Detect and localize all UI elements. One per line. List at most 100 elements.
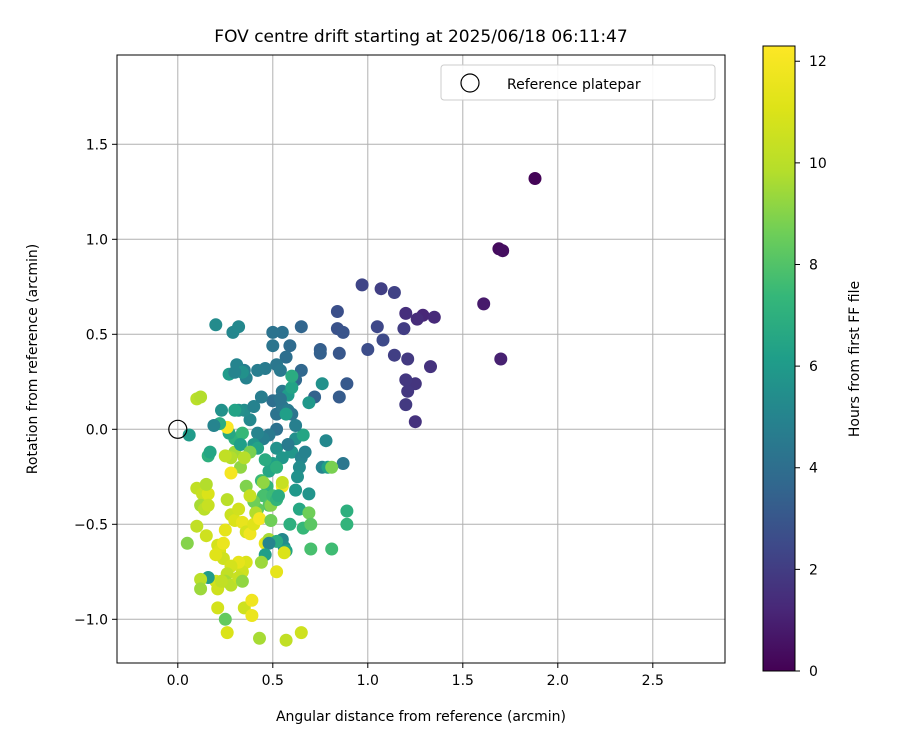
x-tick-label: 2.5 [642, 673, 664, 689]
colorbar-ticks: 0 2 4 6 8 10 12 [795, 54, 827, 680]
scatter-point [279, 350, 293, 364]
scatter-point [262, 536, 276, 550]
scatter-point [232, 502, 246, 516]
colorbar-frame [762, 45, 796, 672]
scatter-point [273, 363, 287, 377]
scatter-point [361, 343, 375, 356]
scatter-point [376, 333, 390, 347]
legend-box [440, 64, 716, 101]
y-tick-label: 1.5 [86, 137, 108, 153]
scatter-point [254, 390, 268, 404]
scatter-point [298, 445, 312, 459]
axes-frame [116, 54, 726, 664]
scatter-point [220, 493, 234, 507]
scatter-point [243, 489, 257, 503]
scatter-point [256, 489, 270, 503]
scatter-point [264, 514, 278, 527]
colorbar-gradient [763, 46, 795, 671]
colorbar-tick-label: 0 [809, 664, 818, 680]
scatter-point [216, 536, 230, 550]
scatter-point [270, 441, 284, 455]
scatter-point [253, 512, 266, 526]
scatter-point [340, 377, 354, 391]
scatter-point [304, 542, 318, 556]
scatter-point [209, 318, 223, 332]
scatter-point [180, 536, 194, 550]
scatter-point [207, 419, 221, 432]
scatter-point [247, 400, 261, 413]
scatter-point [277, 546, 291, 560]
y-tick-label: 1.0 [86, 232, 108, 248]
scatter-point [218, 612, 232, 626]
scatter-point [340, 504, 354, 518]
scatter-point [194, 582, 208, 596]
scatter-point [296, 428, 310, 442]
scatter-point [254, 555, 268, 569]
scatter-point [374, 282, 388, 296]
scatter-point [340, 517, 354, 531]
colorbar-tick-label: 6 [809, 359, 818, 375]
plot-area: 0.0 0.5 1.0 1.5 2.0 2.5 −1.0 −0.5 0.0 0.5 1.0 1.5 [74, 54, 726, 689]
scatter-point [424, 360, 437, 374]
scatter-point [237, 451, 251, 465]
scatter-point [294, 363, 308, 377]
scatter-point [273, 392, 287, 406]
scatter-point [199, 477, 213, 491]
scatter-point [279, 407, 293, 421]
scatter-point [494, 352, 508, 366]
scatter-point [289, 483, 303, 497]
scatter-point [315, 377, 329, 391]
scatter-point [256, 476, 270, 489]
legend-marker [460, 73, 480, 93]
scatter-point [289, 419, 303, 432]
scatter-point [199, 529, 213, 543]
scatter-point [258, 453, 272, 467]
scatter-point [332, 390, 346, 404]
scatter-point [253, 631, 266, 645]
scatter-point [302, 396, 316, 410]
scatter-point [319, 434, 333, 448]
x-axis-label: Angular distance from reference (arcmin) [276, 709, 566, 725]
scatter-point [285, 369, 299, 383]
y-tick-label: 0.0 [86, 422, 108, 438]
scatter-point [397, 322, 411, 336]
scatter-point [245, 609, 259, 622]
scatter-point [228, 403, 242, 417]
scatter-point [224, 466, 238, 480]
scatter-point [194, 572, 208, 586]
scatter-point [281, 438, 295, 451]
scatter-point [215, 403, 228, 417]
scatter-point [220, 626, 234, 640]
scatter-point [272, 489, 285, 503]
scatter-point [209, 548, 223, 562]
scatter-point [336, 325, 350, 339]
scatter-point [410, 312, 424, 326]
x-tick-label: 0.5 [262, 673, 284, 689]
x-tick-label: 1.5 [452, 673, 474, 689]
scatter-point [234, 438, 247, 451]
scatter-point [215, 574, 228, 588]
scatter-point [251, 426, 265, 440]
scatter-point [266, 325, 280, 339]
scatter-point [228, 365, 242, 379]
scatter-point [270, 565, 284, 579]
scatter-point [387, 348, 401, 362]
y-tick-label: −0.5 [74, 517, 108, 533]
scatter-point [232, 320, 246, 334]
colorbar-label: Hours from first FF file [847, 281, 863, 437]
scatter-point [275, 476, 289, 489]
scatter-point [243, 413, 257, 427]
scatter-point [528, 172, 542, 185]
scatter-point [496, 244, 510, 258]
y-tick-label: −1.0 [74, 612, 108, 628]
y-axis: −1.0 −0.5 0.0 0.5 1.0 1.5 [74, 137, 117, 628]
y-axis-label: Rotation from reference (arcmin) [25, 244, 41, 474]
scatter-point [325, 460, 339, 474]
y-tick-label: 0.5 [86, 327, 108, 343]
scatter-point [408, 415, 422, 429]
scatter-point [203, 445, 217, 459]
scatter-point [291, 470, 304, 484]
chart-title: FOV centre drift starting at 2025/06/18 … [214, 27, 627, 47]
scatter-point [285, 381, 299, 394]
